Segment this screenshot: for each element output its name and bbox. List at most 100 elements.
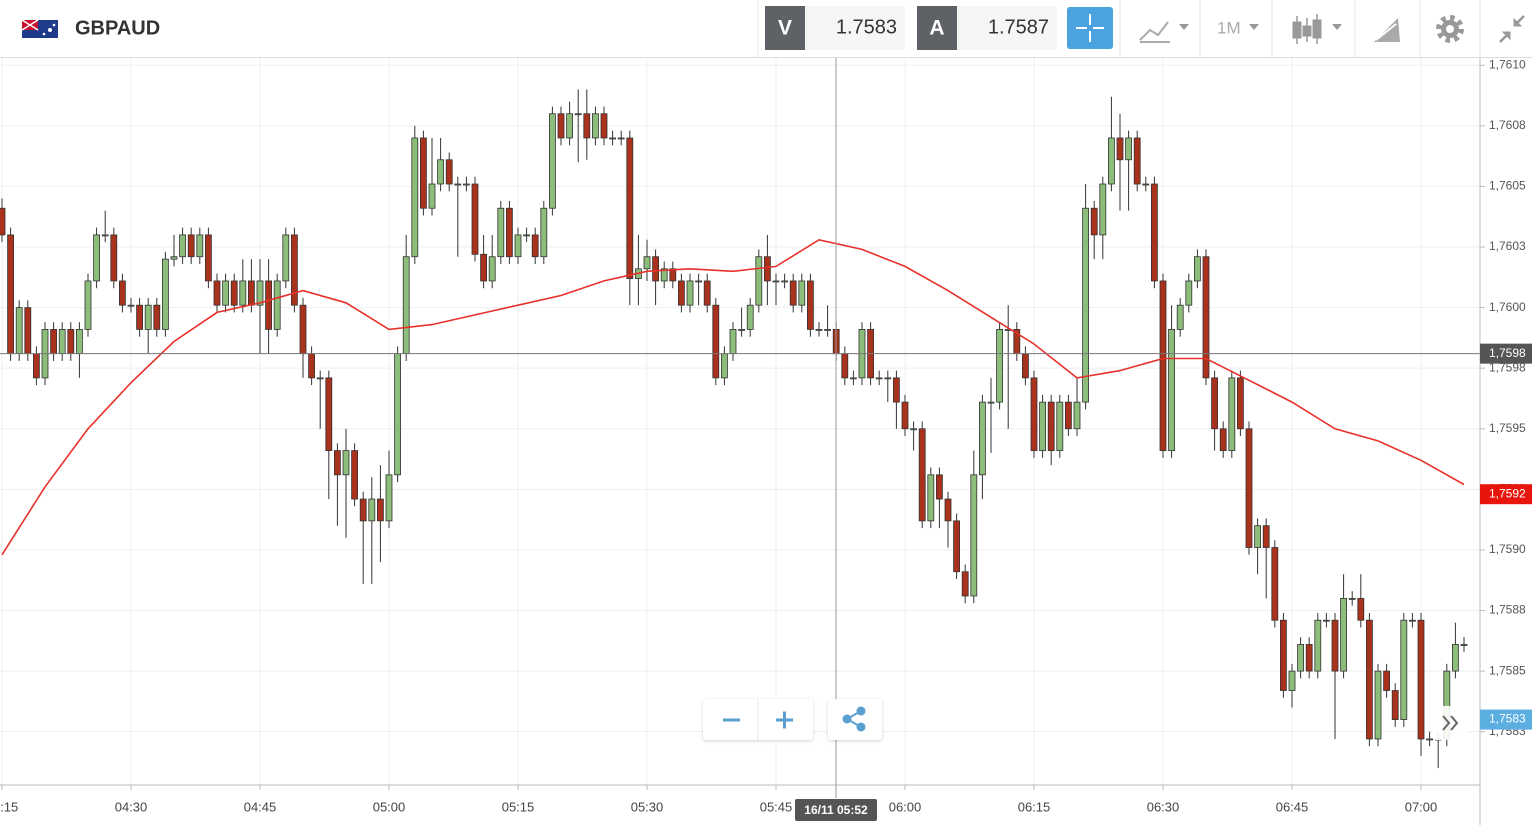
candle-body bbox=[497, 207, 505, 258]
candle-body bbox=[359, 498, 367, 522]
candle-body bbox=[1142, 183, 1150, 186]
candle-body bbox=[24, 307, 32, 355]
candle-body bbox=[1340, 598, 1347, 672]
candle-body bbox=[1331, 619, 1339, 672]
candle-body bbox=[1348, 598, 1356, 600]
collapse-button[interactable] bbox=[1499, 15, 1525, 43]
candle-body bbox=[480, 253, 488, 282]
candle-body bbox=[15, 307, 23, 355]
candle-body bbox=[454, 183, 462, 186]
candle-body bbox=[1159, 280, 1167, 451]
candle-body bbox=[153, 304, 161, 330]
candle-body bbox=[910, 428, 917, 431]
candle-body bbox=[290, 234, 298, 306]
candle-body bbox=[1452, 644, 1459, 672]
x-tick-label: 06:00 bbox=[889, 799, 922, 814]
candle-body bbox=[1426, 738, 1433, 741]
candle-body bbox=[1280, 619, 1287, 691]
timeframe[interactable]: 1M bbox=[1217, 18, 1241, 37]
candle-body bbox=[1357, 598, 1365, 621]
candle-body bbox=[549, 113, 556, 209]
zoom-in[interactable] bbox=[776, 711, 793, 729]
candle-body bbox=[161, 258, 169, 330]
candle-body bbox=[918, 428, 926, 522]
share-button[interactable] bbox=[842, 706, 866, 732]
candle-body bbox=[772, 280, 780, 283]
price-marker-label: 1,7592 bbox=[1489, 486, 1526, 500]
candle-body bbox=[987, 401, 995, 404]
candle-body bbox=[686, 280, 694, 306]
sell-button[interactable] bbox=[765, 6, 805, 50]
candle-body bbox=[1194, 256, 1201, 282]
price-marker bbox=[1480, 343, 1532, 364]
candle-body bbox=[437, 159, 445, 185]
chart-type-button[interactable] bbox=[1139, 21, 1189, 43]
candle-body bbox=[970, 474, 978, 597]
candle-body bbox=[1108, 137, 1115, 185]
candle-body bbox=[127, 304, 135, 307]
candle-body bbox=[746, 304, 754, 330]
candle-body bbox=[247, 280, 255, 306]
candle-body bbox=[669, 268, 677, 282]
candle-body bbox=[884, 377, 892, 380]
candle-body bbox=[1151, 183, 1158, 282]
candle-body bbox=[729, 329, 737, 355]
candle-body bbox=[0, 207, 6, 236]
candle-body bbox=[514, 234, 522, 258]
candle-body bbox=[1228, 377, 1236, 451]
candle-body bbox=[273, 280, 281, 330]
crosshair-label: 16/11 05:52 bbox=[804, 803, 868, 817]
candle-body bbox=[600, 113, 608, 139]
candle-body bbox=[488, 256, 496, 282]
candle-body bbox=[333, 450, 341, 476]
candle-body bbox=[1237, 377, 1244, 430]
candle-body bbox=[1073, 401, 1081, 430]
y-tick-label: 1,7610 bbox=[1489, 57, 1526, 71]
y-tick-label: 1,7603 bbox=[1489, 239, 1526, 253]
candle-body bbox=[764, 256, 771, 282]
candle-body bbox=[256, 280, 264, 306]
candle-type-button[interactable] bbox=[1292, 14, 1342, 44]
axes: 16/11 05:52 1,7610 1,7608 1,7605 1,7603 1,76… bbox=[0, 57, 1532, 825]
candle-body bbox=[1323, 619, 1330, 622]
buy-button[interactable] bbox=[917, 6, 957, 50]
candle-body bbox=[342, 450, 350, 476]
candle-body bbox=[419, 137, 427, 209]
settings-button[interactable] bbox=[1436, 15, 1464, 43]
candle-body bbox=[1047, 401, 1055, 451]
price-marker-label: 1,7583 bbox=[1489, 712, 1526, 726]
crosshair-button[interactable] bbox=[1067, 7, 1113, 49]
y-tick-label: 1,7590 bbox=[1489, 542, 1526, 556]
candle-body bbox=[1383, 670, 1390, 691]
candle-body bbox=[76, 329, 83, 355]
scroll-right[interactable] bbox=[1442, 715, 1459, 731]
candle-body bbox=[1082, 207, 1089, 403]
draw-button[interactable] bbox=[1374, 18, 1400, 42]
sell-price: 1.7583 bbox=[836, 16, 897, 38]
symbol: GBPAUD bbox=[75, 17, 160, 39]
plot bbox=[0, 89, 1480, 769]
candle-body bbox=[101, 234, 109, 237]
candle-body bbox=[1409, 619, 1416, 622]
candle-body bbox=[574, 113, 582, 116]
candle-body bbox=[807, 280, 814, 330]
sell-label: V bbox=[778, 17, 792, 40]
price-marker bbox=[1480, 709, 1532, 730]
y-tick-label: 1,7598 bbox=[1489, 360, 1526, 374]
x-tick-label: 04:30 bbox=[115, 799, 148, 814]
candle-body bbox=[850, 377, 857, 380]
candle-body bbox=[351, 450, 359, 500]
candle-body bbox=[187, 234, 195, 258]
candle-body bbox=[841, 353, 849, 379]
candle-body bbox=[609, 137, 616, 140]
candle-body bbox=[144, 304, 152, 330]
x-tick-label: 06:45 bbox=[1276, 799, 1309, 814]
candle-body bbox=[755, 256, 763, 306]
candle-body bbox=[84, 280, 92, 330]
candle-body bbox=[239, 280, 247, 306]
candle-body bbox=[953, 520, 960, 573]
candle-body bbox=[299, 304, 307, 355]
candle-body bbox=[1185, 280, 1193, 306]
candle-body bbox=[196, 234, 204, 258]
candle-body bbox=[325, 377, 333, 451]
